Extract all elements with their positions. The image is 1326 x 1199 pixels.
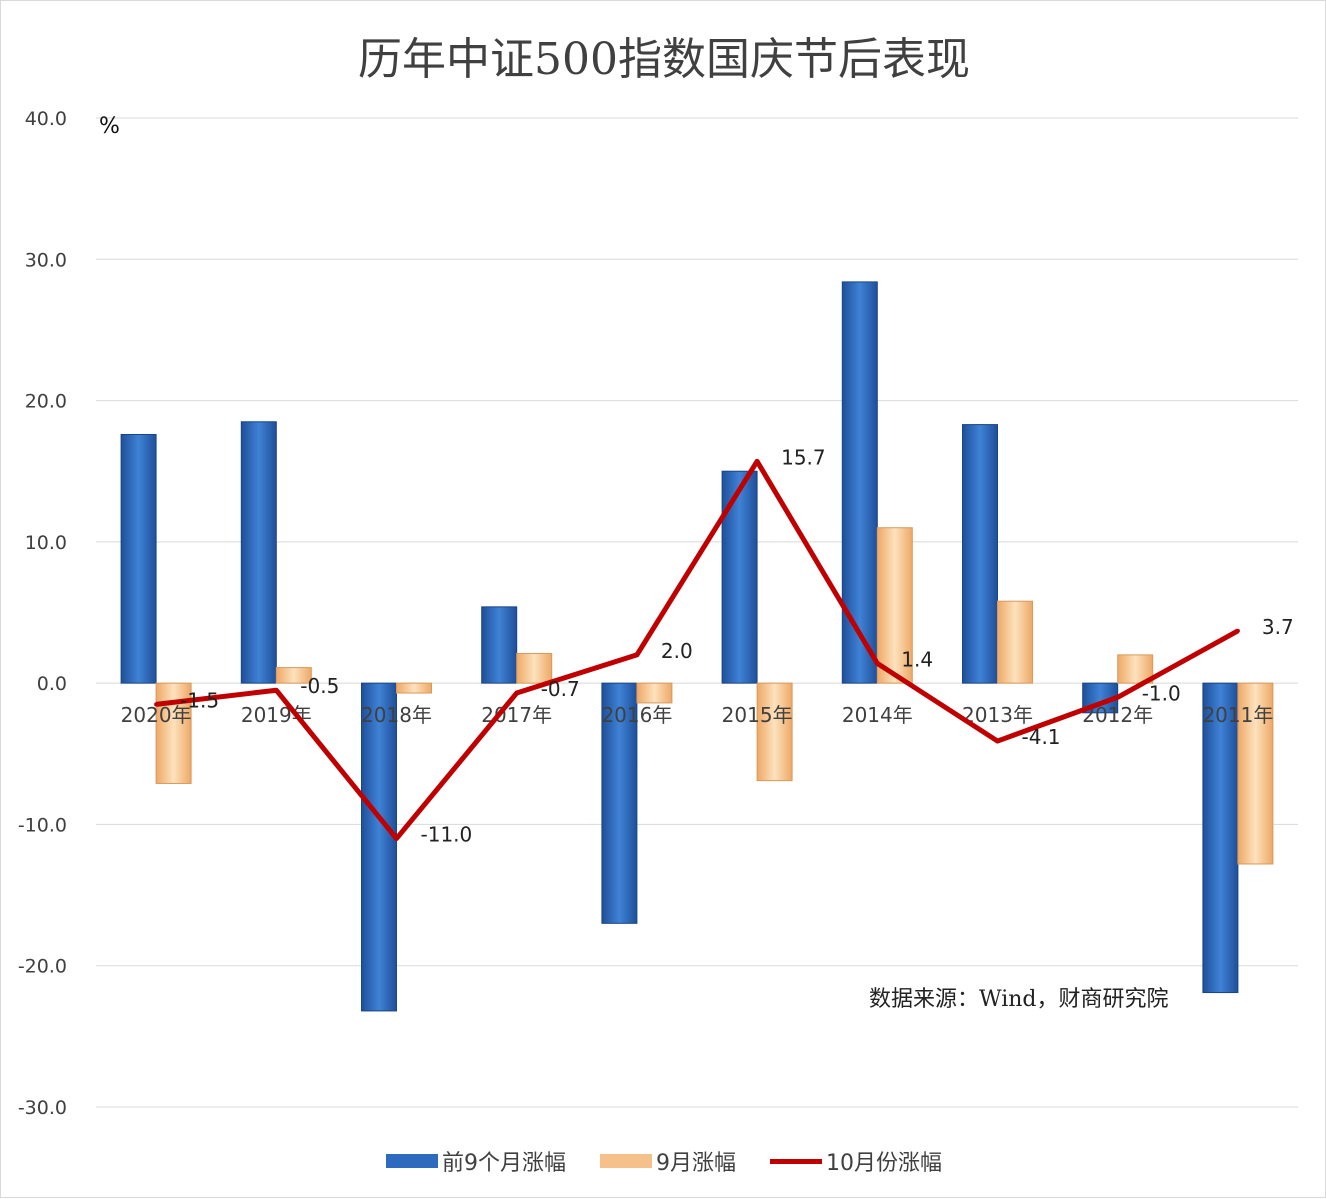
chart-title: 历年中证500指数国庆节后表现 [358,34,970,85]
bar-0-4 [601,682,638,924]
legend-label: 9月涨幅 [656,1151,736,1176]
bar-1-1 [275,667,312,684]
x-tick-label: 2011年 [1202,703,1273,727]
y-axis-unit: % [99,114,120,139]
line-point-6 [875,661,880,666]
line-series [155,458,1240,842]
y-tick-label: -10.0 [18,814,67,836]
bar-0-1 [240,421,277,684]
line-point-4 [634,652,639,657]
bar-0-3 [481,606,518,684]
line-point-1 [274,688,279,693]
line-point-5 [755,459,760,464]
x-tick-label: 2014年 [842,703,913,727]
legend-item-0: 前9个月涨幅 [386,1145,566,1177]
y-tick-label: 10.0 [25,532,67,554]
bar-1-5 [756,682,793,782]
line-point-8 [1115,695,1120,700]
legend-item-1: 9月涨幅 [600,1145,736,1177]
line-point-2 [394,836,399,841]
bar-1-4 [636,682,673,704]
line-point-9 [1235,628,1240,633]
bar-0-9 [1202,682,1239,994]
data-label: 3.7 [1262,615,1294,639]
bar-1-3 [516,652,553,684]
data-label: -0.7 [541,677,580,701]
bar-1-6 [876,527,913,684]
legend-swatch [386,1154,438,1168]
data-label: -1.0 [1142,681,1181,705]
bar-1-7 [997,600,1033,684]
bar-0-0 [120,433,157,684]
source-annotation: 数据来源：Wind，财商研究院 [869,987,1169,1012]
x-tick-label: 2015年 [722,703,793,727]
bar-0-2 [361,682,397,1012]
legend-item-2: 10月份涨幅 [770,1145,942,1177]
legend: 前9个月涨幅 9月涨幅 10月份涨幅 [1,1145,1326,1177]
bar-1-9 [1237,682,1274,865]
y-tick-label: 20.0 [25,391,67,413]
bar-0-5 [721,470,758,684]
bar-1-2 [396,682,432,694]
y-tick-label: -30.0 [18,1097,67,1119]
data-label: -11.0 [421,823,473,847]
legend-swatch [600,1154,652,1168]
x-tick-label: 2020年 [121,703,192,727]
y-tick-label: 30.0 [25,249,67,271]
legend-label: 10月份涨幅 [826,1151,942,1176]
data-label: -1.5 [180,688,219,712]
data-label: -4.1 [1022,725,1061,749]
data-label: 2.0 [661,639,693,663]
line-point-7 [995,739,1000,744]
data-label: 1.4 [901,647,933,671]
y-tick-label: 40.0 [25,108,67,130]
x-tick-label: 2016年 [601,703,672,727]
data-label: -0.5 [300,674,339,698]
legend-swatch [770,1158,822,1164]
y-tick-label: 0.0 [37,673,67,695]
line-point-0 [154,702,159,707]
y-tick-label: -20.0 [18,956,67,978]
data-label: 15.7 [781,445,826,469]
legend-label: 前9个月涨幅 [442,1151,566,1176]
line-point-3 [514,691,519,696]
x-tick-label: 2018年 [361,703,432,727]
bar-0-7 [962,424,998,684]
bar-0-6 [841,281,878,684]
